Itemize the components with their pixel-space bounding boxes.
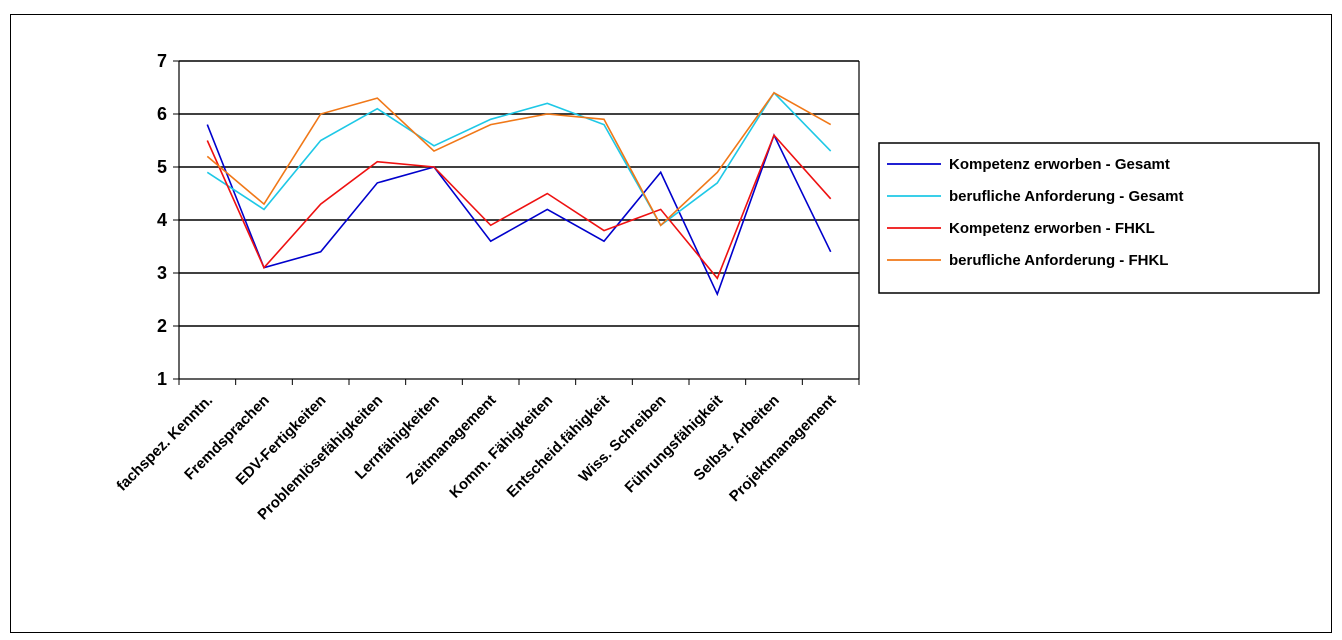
y-tick-labels: 1 2 3 4 5 6 7: [157, 51, 167, 389]
x-tick-label: fachspez. Kenntn.: [113, 392, 216, 495]
axes: [173, 60, 860, 385]
x-tick-label: Komm. Fähigkeiten: [446, 392, 556, 502]
line-chart: 1 2 3 4 5 6 7 fachspez. Kenntn.FremdsprachenED…: [113, 51, 1320, 524]
legend-box: [878, 142, 1320, 294]
series-line-2: [206, 91, 832, 227]
gridlines: [179, 60, 859, 327]
y-tick-label: 7: [157, 51, 167, 71]
y-tick-label: 2: [157, 316, 167, 336]
series-line-3: [206, 133, 832, 280]
y-tick-label: 1: [157, 369, 167, 389]
series-lines: [206, 91, 832, 297]
x-tick-label: Führungsfähigkeit: [622, 392, 727, 497]
x-tick-labels: fachspez. Kenntn.FremdsprachenEDV-Fertig…: [113, 392, 839, 524]
y-tick-label: 5: [157, 157, 167, 177]
legend-label-1: Kompetenz erworben - Gesamt: [949, 156, 1170, 173]
x-tick-label: Projektmanagement: [726, 392, 839, 505]
y-tick-label: 6: [157, 104, 167, 124]
legend-label-3: Kompetenz erworben - FHKL: [949, 220, 1155, 237]
legend: Kompetenz erworben - Gesamt berufliche An…: [878, 142, 1320, 294]
legend-label-4: berufliche Anforderung - FHKL: [949, 252, 1168, 269]
x-tick-label: Entscheid.fähigkeit: [504, 392, 613, 501]
y-tick-label: 3: [157, 263, 167, 283]
chart-frame: 1 2 3 4 5 6 7 fachspez. Kenntn. Fremdsprachen ED…: [10, 14, 1332, 633]
legend-label-2: berufliche Anforderung - Gesamt: [949, 188, 1183, 205]
series-line-4: [206, 91, 832, 227]
y-tick-label: 4: [157, 210, 167, 230]
series-line-1: [206, 124, 832, 297]
